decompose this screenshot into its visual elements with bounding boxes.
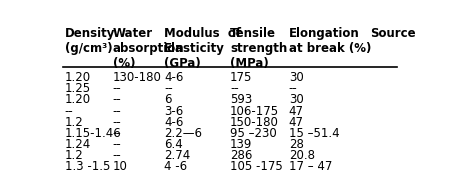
Text: Elongation
at break (%): Elongation at break (%) <box>289 27 371 55</box>
Text: --: -- <box>65 105 73 118</box>
Text: 1.20: 1.20 <box>65 71 91 84</box>
Text: 4-6: 4-6 <box>164 71 183 84</box>
Text: --: -- <box>112 149 121 162</box>
Text: 6: 6 <box>164 93 172 106</box>
Text: Modulus  of
Elasticity
(GPa): Modulus of Elasticity (GPa) <box>164 27 241 70</box>
Text: 30: 30 <box>289 71 303 84</box>
Text: 106-175: 106-175 <box>230 105 279 118</box>
Text: 1.24: 1.24 <box>65 138 91 151</box>
Text: --: -- <box>112 138 121 151</box>
Text: --: -- <box>112 93 121 106</box>
Text: 286: 286 <box>230 149 253 162</box>
Text: --: -- <box>164 82 173 95</box>
Text: 47: 47 <box>289 105 304 118</box>
Text: Tensile
strength
(MPa): Tensile strength (MPa) <box>230 27 287 70</box>
Text: 130-180: 130-180 <box>112 71 161 84</box>
Text: 175: 175 <box>230 71 253 84</box>
Text: 6.4: 6.4 <box>164 138 182 151</box>
Text: 4-6: 4-6 <box>164 116 183 129</box>
Text: 1.20: 1.20 <box>65 93 91 106</box>
Text: --: -- <box>112 105 121 118</box>
Text: 95 –230: 95 –230 <box>230 127 277 140</box>
Text: 2.74: 2.74 <box>164 149 190 162</box>
Text: --: -- <box>112 116 121 129</box>
Text: 150-180: 150-180 <box>230 116 279 129</box>
Text: 593: 593 <box>230 93 252 106</box>
Text: 1.25: 1.25 <box>65 82 91 95</box>
Text: Source: Source <box>370 27 415 40</box>
Text: 139: 139 <box>230 138 253 151</box>
Text: --: -- <box>230 82 239 95</box>
Text: --: -- <box>112 82 121 95</box>
Text: 4 -6: 4 -6 <box>164 160 187 173</box>
Text: 20.8: 20.8 <box>289 149 315 162</box>
Text: --: -- <box>112 127 121 140</box>
Text: 1.15-1.46: 1.15-1.46 <box>65 127 121 140</box>
Text: --: -- <box>289 82 298 95</box>
Text: 2.2—6: 2.2—6 <box>164 127 202 140</box>
Text: 17 – 47: 17 – 47 <box>289 160 332 173</box>
Text: 3-6: 3-6 <box>164 105 183 118</box>
Text: 30: 30 <box>289 93 303 106</box>
Text: 47: 47 <box>289 116 304 129</box>
Text: 1.2: 1.2 <box>65 149 83 162</box>
Text: 28: 28 <box>289 138 304 151</box>
Text: 1.2: 1.2 <box>65 116 83 129</box>
Text: Water
absorption
(%): Water absorption (%) <box>112 27 184 70</box>
Text: 15 –51.4: 15 –51.4 <box>289 127 339 140</box>
Text: 1.3 -1.5: 1.3 -1.5 <box>65 160 110 173</box>
Text: Density
(g/cm³): Density (g/cm³) <box>65 27 115 55</box>
Text: 10: 10 <box>112 160 128 173</box>
Text: 105 -175: 105 -175 <box>230 160 283 173</box>
